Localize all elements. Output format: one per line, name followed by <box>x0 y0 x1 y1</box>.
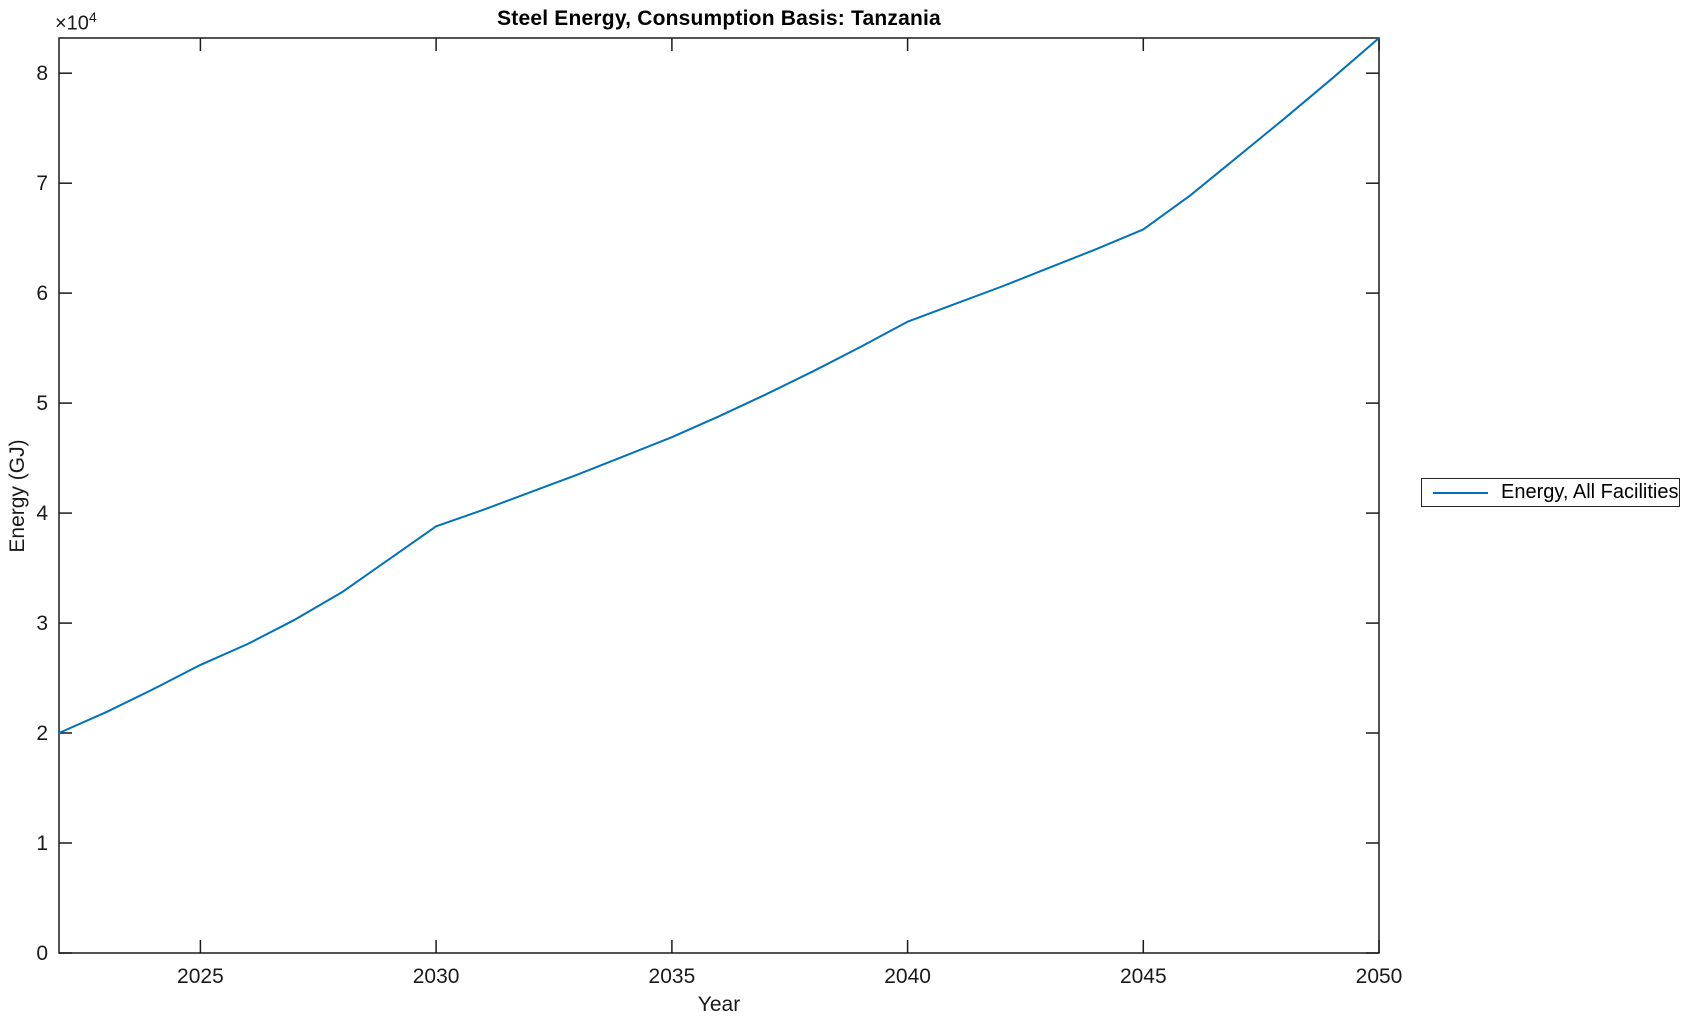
x-tick-label: 2035 <box>649 965 696 988</box>
x-tick-label: 2030 <box>413 965 460 988</box>
energy-series-line <box>58 37 1380 734</box>
y-tick-label: 6 <box>36 282 48 305</box>
y-tick-label: 4 <box>36 502 48 525</box>
legend-line-sample <box>1433 491 1488 494</box>
x-tick-label: 2040 <box>884 965 931 988</box>
x-axis-label: Year <box>697 993 741 1016</box>
offset-exponent: 4 <box>88 9 97 25</box>
legend-entry-label: Energy, All Facilities <box>1501 481 1679 503</box>
y-tick-label: 1 <box>36 832 48 855</box>
y-tick-label: 3 <box>36 612 48 635</box>
x-tick-label: 2050 <box>1356 965 1403 988</box>
y-tick-label: 2 <box>36 722 48 745</box>
y-tick-label: 7 <box>36 172 48 195</box>
y-tick-label: 8 <box>36 62 48 85</box>
plot-box <box>58 37 1380 954</box>
y-axis-label: Energy (GJ) <box>6 439 29 553</box>
offset-base: ×10 <box>55 12 89 35</box>
x-tick-label: 2025 <box>177 965 224 988</box>
y-axis-offset-label: ×104 <box>55 9 97 36</box>
y-tick-label: 0 <box>36 942 48 965</box>
legend: Energy, All Facilities <box>1421 478 1680 507</box>
chart-title: Steel Energy, Consumption Basis: Tanzani… <box>497 7 941 30</box>
y-tick-label: 5 <box>36 392 48 415</box>
x-tick-label: 2045 <box>1120 965 1167 988</box>
